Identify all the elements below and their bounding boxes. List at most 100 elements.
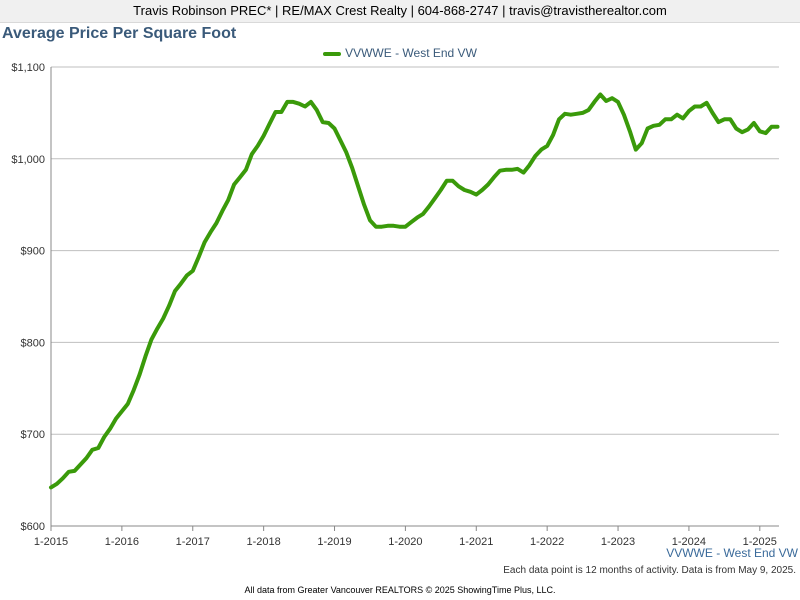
data-point[interactable] [344, 150, 348, 154]
data-point[interactable] [581, 111, 585, 115]
data-point[interactable] [740, 130, 744, 134]
data-point[interactable] [398, 225, 401, 229]
data-point[interactable] [705, 101, 709, 105]
data-point[interactable] [498, 169, 502, 173]
data-point[interactable] [463, 188, 466, 192]
data-point[interactable] [504, 168, 508, 172]
data-point[interactable] [244, 168, 248, 172]
data-point[interactable] [711, 111, 714, 115]
data-point[interactable] [126, 402, 130, 406]
data-point[interactable] [758, 129, 762, 133]
data-point[interactable] [409, 220, 413, 224]
data-point[interactable] [197, 255, 201, 259]
data-point[interactable] [533, 154, 537, 158]
data-point[interactable] [114, 417, 118, 421]
data-point[interactable] [427, 205, 431, 208]
data-point[interactable] [362, 203, 366, 207]
data-point[interactable] [167, 304, 171, 308]
data-point[interactable] [592, 100, 596, 104]
data-point[interactable] [451, 179, 455, 183]
data-point[interactable] [161, 317, 165, 320]
data-point[interactable] [598, 93, 602, 96]
data-point[interactable] [321, 120, 325, 124]
data-point[interactable] [652, 124, 655, 128]
data-point[interactable] [285, 100, 289, 104]
data-point[interactable] [474, 193, 478, 197]
data-point[interactable] [333, 127, 336, 130]
chart-legend[interactable]: VVWWE - West End VW [0, 46, 800, 60]
data-point[interactable] [439, 188, 443, 192]
data-point[interactable] [657, 123, 661, 127]
data-point[interactable] [551, 133, 555, 137]
data-point[interactable] [79, 463, 82, 466]
data-point[interactable] [49, 485, 53, 489]
data-point[interactable] [144, 354, 147, 358]
data-point[interactable] [669, 117, 673, 121]
data-point[interactable] [173, 289, 177, 293]
data-point[interactable] [421, 212, 425, 216]
data-point[interactable] [108, 427, 112, 431]
data-point[interactable] [73, 469, 77, 473]
data-point[interactable] [457, 184, 461, 188]
data-point[interactable] [262, 134, 266, 138]
data-point[interactable] [746, 127, 750, 131]
data-point[interactable] [67, 470, 71, 474]
data-point[interactable] [279, 110, 283, 114]
data-point[interactable] [338, 138, 342, 142]
data-point[interactable] [516, 167, 520, 171]
data-point[interactable] [681, 116, 685, 120]
data-point[interactable] [486, 183, 490, 186]
data-point[interactable] [149, 338, 153, 342]
data-point[interactable] [770, 125, 774, 129]
data-point[interactable] [368, 218, 372, 222]
data-point[interactable] [155, 327, 159, 331]
data-point[interactable] [480, 188, 484, 192]
data-point[interactable] [84, 456, 88, 460]
data-point[interactable] [699, 105, 703, 108]
data-point[interactable] [717, 120, 720, 124]
data-point[interactable] [675, 113, 679, 117]
data-point[interactable] [250, 152, 254, 156]
data-point[interactable] [687, 109, 691, 113]
data-point[interactable] [693, 105, 697, 108]
data-point[interactable] [634, 148, 638, 152]
data-point[interactable] [309, 100, 313, 104]
data-point[interactable] [539, 148, 543, 152]
data-point[interactable] [569, 113, 573, 117]
data-point[interactable] [610, 96, 614, 100]
data-point[interactable] [622, 113, 626, 117]
data-point[interactable] [764, 131, 768, 135]
data-point[interactable] [185, 273, 189, 277]
data-point[interactable] [102, 435, 106, 439]
data-point[interactable] [203, 240, 207, 244]
data-point[interactable] [209, 230, 212, 234]
data-point[interactable] [433, 196, 437, 200]
data-point[interactable] [492, 175, 496, 179]
data-point[interactable] [350, 166, 354, 170]
data-point[interactable] [527, 163, 531, 167]
data-point[interactable] [256, 144, 260, 148]
data-point[interactable] [415, 216, 419, 220]
data-point[interactable] [380, 225, 384, 229]
data-point[interactable] [392, 224, 396, 228]
data-point[interactable] [61, 476, 65, 480]
data-point[interactable] [468, 190, 472, 194]
data-point[interactable] [445, 179, 449, 183]
data-point[interactable] [663, 117, 667, 121]
data-point[interactable] [587, 108, 590, 112]
data-point[interactable] [297, 102, 301, 106]
data-point[interactable] [315, 108, 319, 112]
data-point[interactable] [776, 125, 779, 129]
data-point[interactable] [96, 446, 100, 450]
data-point[interactable] [557, 117, 561, 121]
data-point[interactable] [138, 373, 142, 376]
data-point[interactable] [120, 409, 124, 413]
data-point[interactable] [522, 171, 525, 175]
data-point[interactable] [55, 482, 59, 486]
data-point[interactable] [722, 117, 726, 121]
data-point[interactable] [628, 129, 632, 133]
data-point[interactable] [734, 127, 738, 130]
data-point[interactable] [90, 448, 94, 452]
data-point[interactable] [232, 183, 236, 186]
data-point[interactable] [575, 112, 579, 116]
